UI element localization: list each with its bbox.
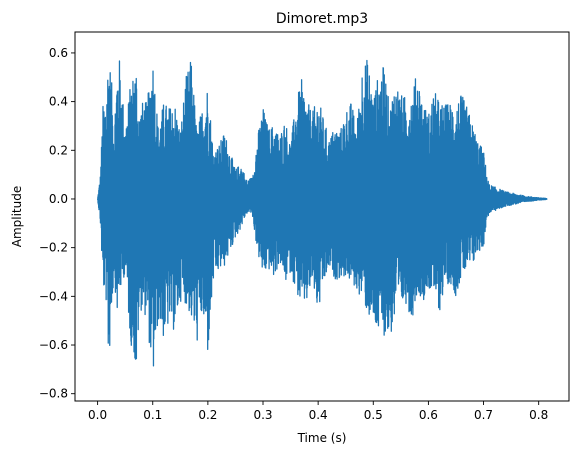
y-tick-label: −0.8	[39, 387, 68, 401]
x-tick-label: 0.2	[198, 408, 217, 422]
x-tick-label: 0.8	[529, 408, 548, 422]
x-tick-label: 0.7	[474, 408, 493, 422]
y-tick-label: 0.2	[49, 143, 68, 157]
axes-frame	[74, 31, 570, 402]
x-tick-label: 0.0	[88, 408, 107, 422]
y-tick-label: −0.6	[39, 338, 68, 352]
tick-layer: 0.0 0.1 0.2 0.3 0.4 0.5 0.6 0.7 0.8 −0.8 −0.6 −0.4 −…	[39, 46, 548, 422]
y-tick-label: 0.4	[49, 95, 68, 109]
chart-title: Dimoret.mp3	[276, 11, 368, 27]
x-tick-label: 0.4	[309, 408, 328, 422]
y-tick-label: −0.2	[39, 241, 68, 255]
x-tick-label: 0.6	[419, 408, 438, 422]
y-tick-label: 0.0	[49, 192, 68, 206]
x-tick-label: 0.3	[253, 408, 272, 422]
x-tick-label: 0.5	[364, 408, 383, 422]
y-tick-label: 0.6	[49, 46, 68, 60]
plot-layer	[96, 59, 548, 367]
y-axis-label: Amplitude	[10, 186, 24, 248]
x-tick-label: 0.1	[143, 408, 162, 422]
x-axis-label: Time (s)	[297, 431, 347, 445]
waveform-line	[96, 59, 548, 367]
y-tick-label: −0.4	[39, 289, 68, 303]
